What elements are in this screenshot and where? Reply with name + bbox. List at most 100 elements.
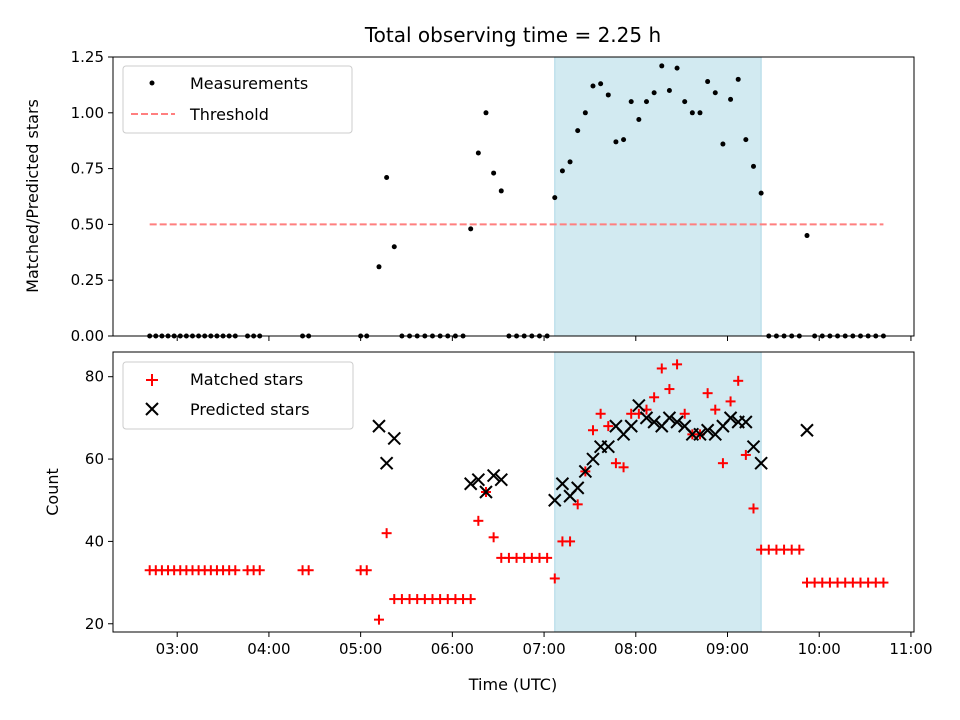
matched-stars-point <box>717 458 728 469</box>
y-tick-label: 40 <box>85 532 104 550</box>
observing-window-shade <box>554 56 762 337</box>
legend-matched-label: Matched stars <box>190 370 303 389</box>
matched-stars-point <box>254 565 265 576</box>
x-tick-label: 04:00 <box>247 640 290 658</box>
x-tick-label: 03:00 <box>156 640 199 658</box>
predicted-stars-point <box>800 423 814 437</box>
y-tick-label: 1.00 <box>71 104 104 122</box>
measurement-point <box>491 170 497 176</box>
matched-stars-point <box>549 573 560 584</box>
measurement-point <box>376 264 382 270</box>
matched-stars-point <box>565 536 576 547</box>
measurement-point <box>712 90 718 96</box>
measurement-point <box>628 99 634 105</box>
predicted-stars-point <box>693 427 707 442</box>
matched-stars-point <box>361 565 372 576</box>
measurement-point <box>643 99 649 105</box>
measurement-point <box>590 83 596 89</box>
measurement-point <box>728 96 734 102</box>
predicted-stars-point <box>639 411 654 425</box>
predicted-stars-point <box>723 411 738 425</box>
measurement-point <box>384 175 390 181</box>
bottom-panel: 03:00 04:00 05:00 06:00 07:00 08:00 09:00 10:00… <box>43 351 933 694</box>
measurement-point <box>483 110 489 116</box>
measurement-point <box>567 159 573 165</box>
y-tick-label: 0.50 <box>71 215 104 233</box>
predicted-stars-point <box>662 411 677 425</box>
matched-stars-point <box>473 515 484 526</box>
matched-stars-point <box>595 408 606 419</box>
x-tick-label: 11:00 <box>889 640 932 658</box>
measurement-point <box>651 90 657 96</box>
predicted-stars-point <box>471 472 486 487</box>
predicted-stars-point <box>700 423 715 437</box>
measurement-point <box>498 188 504 194</box>
legend-predicted-label: Predicted stars <box>190 400 310 419</box>
predicted-stars-point <box>463 477 478 491</box>
matched-stars-point <box>618 462 629 473</box>
matched-stars-point <box>878 577 889 588</box>
matched-stars-point <box>748 503 759 514</box>
matched-stars-point <box>465 594 476 605</box>
matched-stars-point <box>610 458 621 469</box>
bottom-y-axis-label: Count <box>43 468 62 516</box>
top-x-ticks <box>176 336 912 341</box>
matched-stars-point <box>373 614 384 625</box>
measurement-point <box>758 190 764 196</box>
matched-stars-point <box>710 404 721 415</box>
predicted-stars-point <box>548 493 562 507</box>
matched-stars-point <box>649 392 660 403</box>
x-tick-label: 05:00 <box>339 640 382 658</box>
measurement-point <box>575 128 581 134</box>
y-tick-label: 60 <box>85 450 104 468</box>
top-plot-frame <box>112 56 915 337</box>
predicted-stars-point <box>647 415 661 429</box>
measurement-point <box>666 87 672 93</box>
x-tick-label: 07:00 <box>522 640 565 658</box>
measurement-point <box>705 79 711 85</box>
top-legend: Measurements Threshold <box>122 65 353 134</box>
measurement-point <box>743 137 749 143</box>
y-tick-label: 0.00 <box>71 327 104 345</box>
matched-stars-point <box>603 421 614 432</box>
points-layer <box>147 63 886 339</box>
measurement-point <box>582 110 588 116</box>
points-layer <box>144 359 889 625</box>
top-legend-box <box>122 65 353 134</box>
x-tick-label: 09:00 <box>706 640 749 658</box>
bottom-legend: Matched stars Predicted stars <box>122 361 354 430</box>
matched-stars-point <box>794 544 805 555</box>
measurement-point <box>804 233 810 239</box>
measurement-point <box>605 92 611 98</box>
predicted-stars-point <box>754 456 768 470</box>
bottom-legend-box <box>122 361 354 430</box>
legend-measurements-label: Measurements <box>190 74 308 93</box>
predicted-stars-point <box>494 472 508 487</box>
matched-stars-point <box>664 384 675 395</box>
measurement-point <box>552 195 558 201</box>
matched-stars-point <box>488 532 499 543</box>
matched-stars-point <box>542 552 553 563</box>
predicted-stars-point <box>479 485 493 499</box>
measurement-point <box>391 244 397 250</box>
measurement-point <box>659 63 665 69</box>
measurement-point <box>720 141 726 147</box>
matched-stars-point <box>702 388 713 399</box>
matched-stars-point <box>725 396 736 407</box>
measurement-point <box>598 81 604 87</box>
predicted-stars-point <box>387 431 401 446</box>
measurement-point <box>468 226 474 232</box>
matched-stars-point <box>303 565 314 576</box>
predicted-stars-point <box>486 468 501 483</box>
x-tick-label: 06:00 <box>431 640 474 658</box>
predicted-stars-point <box>570 481 585 495</box>
predicted-stars-point <box>632 398 646 413</box>
measurement-point <box>697 110 703 116</box>
measurement-point <box>636 116 642 122</box>
measurement-point <box>689 110 695 116</box>
legend-predicted-marker <box>145 402 159 416</box>
x-axis-label: Time (UTC) <box>468 675 557 694</box>
top-y-ticks: 0.00 0.25 0.50 0.75 1.00 1.25 <box>71 48 113 345</box>
matched-stars-point <box>656 363 667 374</box>
predicted-stars-point <box>555 477 570 491</box>
